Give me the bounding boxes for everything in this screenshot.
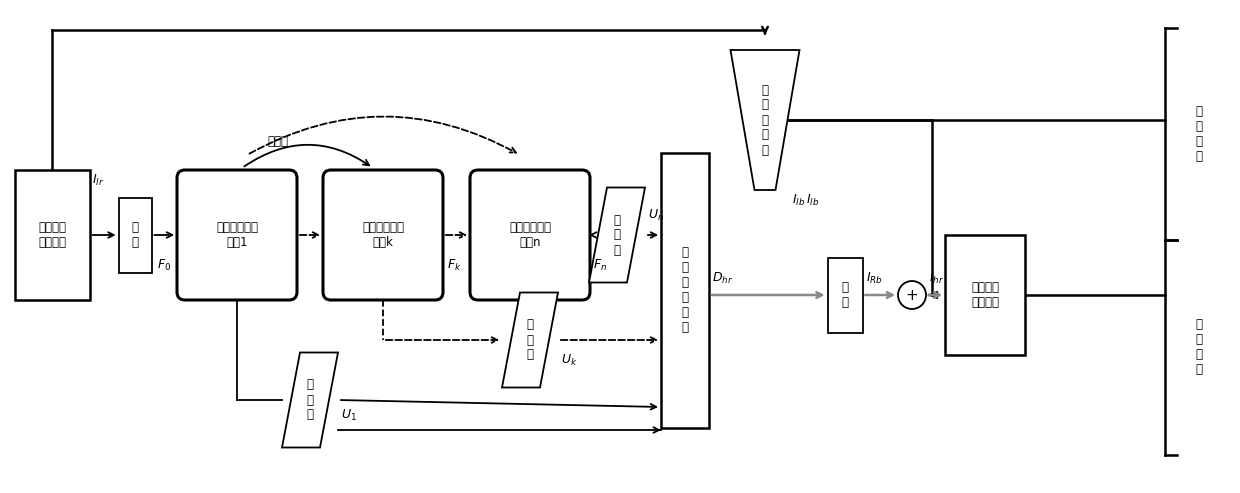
Text: 判
别
融
合
模
块: 判 别 融 合 模 块: [682, 246, 688, 334]
Text: 输出高分
辨率图像: 输出高分 辨率图像: [971, 281, 999, 309]
Polygon shape: [730, 50, 800, 190]
Text: $I_{hr}$: $I_{hr}$: [929, 271, 945, 285]
Text: 映
射
支
路: 映 射 支 路: [1195, 105, 1202, 163]
Text: 循环特征提取
模块1: 循环特征提取 模块1: [216, 221, 258, 249]
Circle shape: [898, 281, 926, 309]
Text: 卷
积: 卷 积: [131, 221, 139, 249]
Text: $F_0$: $F_0$: [157, 257, 171, 273]
Polygon shape: [589, 187, 645, 282]
Text: $F_k$: $F_k$: [446, 257, 461, 273]
FancyBboxPatch shape: [470, 170, 590, 300]
FancyBboxPatch shape: [322, 170, 443, 300]
Text: $I_{Rb}$: $I_{Rb}$: [866, 271, 883, 285]
FancyBboxPatch shape: [945, 235, 1025, 355]
Polygon shape: [281, 352, 339, 448]
FancyBboxPatch shape: [119, 198, 151, 273]
Text: 跳连接: 跳连接: [267, 135, 288, 148]
Text: $F_n$: $F_n$: [593, 257, 608, 273]
FancyBboxPatch shape: [661, 152, 709, 427]
Text: 循环特征提取
模块n: 循环特征提取 模块n: [508, 221, 551, 249]
Polygon shape: [502, 292, 558, 387]
Text: 残
差
支
路: 残 差 支 路: [1195, 318, 1202, 376]
FancyBboxPatch shape: [177, 170, 298, 300]
Text: $U_k$: $U_k$: [560, 352, 578, 368]
Text: $D_{hr}$: $D_{hr}$: [712, 271, 733, 285]
Text: $I_{lb}$: $I_{lb}$: [792, 192, 806, 208]
Text: 反
卷
积: 反 卷 积: [614, 213, 620, 256]
FancyBboxPatch shape: [827, 257, 863, 332]
Text: $U_n$: $U_n$: [649, 208, 665, 222]
Text: $U_1$: $U_1$: [341, 407, 357, 423]
Text: $I_{lr}$: $I_{lr}$: [93, 173, 104, 187]
Text: +: +: [905, 287, 919, 303]
Text: 输入低分
辨率图像: 输入低分 辨率图像: [38, 221, 66, 249]
Text: $I_{lb}$: $I_{lb}$: [806, 192, 820, 208]
Text: 卷
积: 卷 积: [842, 281, 848, 309]
Text: 反
卷
积: 反 卷 积: [527, 318, 533, 361]
FancyBboxPatch shape: [15, 170, 89, 300]
Text: 双
三
次
插
值: 双 三 次 插 值: [761, 83, 769, 156]
Text: 反
卷
积: 反 卷 积: [306, 379, 314, 422]
Text: 循环特征提取
模块k: 循环特征提取 模块k: [362, 221, 404, 249]
